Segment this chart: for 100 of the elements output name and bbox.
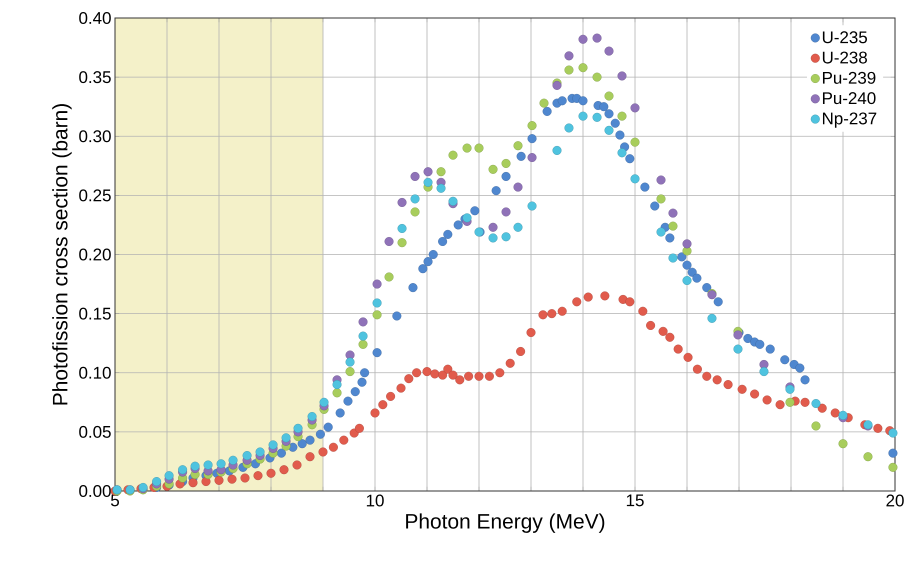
point: [592, 34, 602, 43]
y-tick-label: 0.40: [79, 12, 111, 24]
point: [592, 112, 602, 122]
point: [528, 121, 537, 130]
point: [630, 174, 640, 184]
point: [372, 310, 382, 320]
point: [656, 228, 666, 237]
point: [888, 428, 898, 438]
point: [190, 462, 200, 471]
point: [488, 233, 498, 242]
point: [178, 465, 188, 474]
point: [282, 433, 291, 442]
x-axis-title: Photon Energy (MeV): [406, 513, 604, 533]
point: [604, 126, 614, 135]
point: [592, 72, 602, 82]
point: [811, 398, 820, 408]
point: [528, 202, 537, 211]
point: [332, 388, 342, 398]
point: [604, 46, 614, 56]
x-tick-label: 15: [626, 494, 644, 506]
legend-label: Pu-239: [822, 72, 876, 84]
point: [448, 196, 458, 206]
point: [294, 424, 303, 433]
point: [514, 182, 523, 192]
point: [398, 238, 407, 248]
y-tick-label: 0.35: [79, 71, 111, 84]
point: [204, 460, 213, 470]
point: [462, 213, 472, 222]
point: [268, 440, 278, 450]
point: [358, 317, 368, 326]
point: [564, 66, 574, 75]
point: [398, 198, 407, 207]
point: [668, 222, 678, 231]
point: [502, 232, 511, 242]
point: [462, 144, 472, 153]
point: [630, 138, 640, 147]
point: [502, 158, 511, 168]
y-tick-label: 0.10: [79, 366, 111, 379]
point: [242, 451, 252, 460]
point: [228, 456, 238, 465]
point: [733, 344, 742, 354]
point: [308, 412, 317, 421]
y-tick-label: 0.20: [79, 248, 111, 260]
point: [630, 103, 640, 112]
point: [863, 452, 872, 462]
y-axis-title: Photofission cross section (barn): [52, 104, 72, 405]
point: [514, 222, 523, 232]
point: [436, 184, 446, 193]
point: [668, 254, 678, 263]
point: [358, 340, 368, 349]
point: [424, 167, 433, 176]
point: [528, 153, 537, 162]
point: [618, 112, 627, 121]
point: [811, 421, 820, 430]
point: [474, 144, 484, 153]
point: [578, 112, 588, 121]
point: [320, 398, 329, 407]
point: [410, 172, 420, 181]
point: [888, 462, 898, 472]
point: [448, 150, 458, 160]
y-tick-label: 0.05: [79, 426, 111, 438]
point: [436, 167, 446, 176]
point: [384, 236, 394, 246]
point: [618, 71, 627, 80]
point: [502, 207, 511, 216]
y-tick-label: 0.25: [79, 189, 111, 202]
x-tick-label: 10: [366, 494, 384, 507]
point: [358, 332, 368, 341]
point: [578, 34, 588, 44]
point: [216, 459, 226, 468]
point: [372, 280, 382, 289]
point: [668, 208, 678, 218]
y-tick-label: 0.00: [79, 485, 111, 497]
point: [346, 358, 355, 367]
point: [785, 384, 794, 394]
point: [410, 194, 420, 204]
point: [656, 194, 666, 204]
point: [488, 164, 498, 174]
point: [164, 471, 174, 480]
legend-label: U-238: [822, 52, 867, 64]
point: [424, 178, 433, 187]
y-tick-label: 0.30: [79, 130, 111, 142]
point: [682, 239, 692, 248]
x-tick-label: 20: [886, 494, 904, 507]
point: [656, 176, 666, 184]
point: [540, 98, 549, 108]
point: [332, 380, 342, 390]
point: [564, 123, 574, 132]
point: [514, 141, 523, 150]
point: [346, 367, 355, 376]
legend-label: Np-237: [822, 112, 876, 128]
legend-label: Pu-240: [822, 92, 876, 104]
point: [410, 207, 420, 216]
point: [398, 224, 407, 233]
y-tick-label: 0.15: [79, 308, 111, 320]
point: [552, 146, 562, 155]
point: [384, 272, 394, 282]
point: [838, 439, 848, 448]
point: [256, 447, 265, 456]
legend-label: U-235: [822, 31, 867, 44]
